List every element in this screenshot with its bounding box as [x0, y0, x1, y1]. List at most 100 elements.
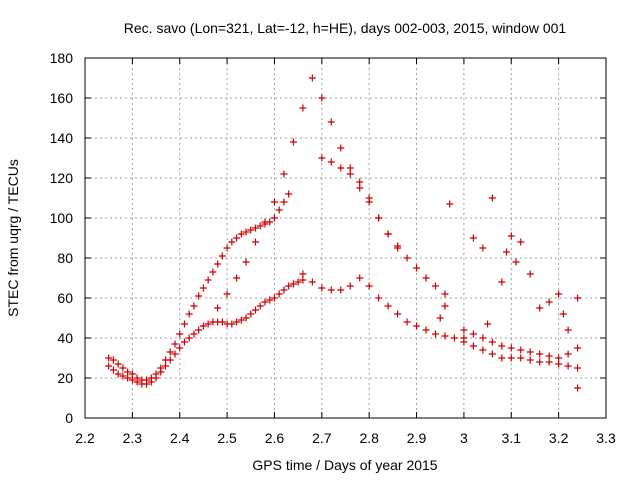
chart-title: Rec. savo (Lon=321, Lat=-12, h=HE), days…	[124, 20, 567, 36]
data-point	[171, 340, 179, 348]
data-point	[252, 238, 260, 246]
data-point	[526, 356, 534, 364]
data-point	[204, 320, 212, 328]
data-point	[574, 294, 582, 302]
data-point	[223, 244, 231, 252]
data-point	[185, 334, 193, 342]
data-point	[275, 290, 283, 298]
data-point	[517, 354, 525, 362]
data-points	[105, 74, 582, 392]
data-point	[488, 350, 496, 358]
data-point	[233, 274, 241, 282]
y-tick-label: 80	[57, 250, 73, 266]
data-point	[152, 370, 160, 378]
axis-ticks: 2.2 2.3 2.4 2.5 2.6 2.7 2.8 2.9 3 3.1 3.2 3.3 0 20 40 6…	[50, 50, 616, 446]
data-point	[403, 318, 411, 326]
data-point	[574, 384, 582, 392]
data-point	[384, 302, 392, 310]
data-point	[266, 296, 274, 304]
data-point	[280, 198, 288, 206]
data-point	[237, 316, 245, 324]
data-point	[422, 274, 430, 282]
data-point	[318, 94, 326, 102]
data-point	[517, 346, 525, 354]
data-point	[299, 276, 307, 284]
x-tick-label: 2.8	[359, 430, 379, 446]
data-point	[503, 248, 511, 256]
data-point	[555, 354, 563, 362]
y-tick-label: 140	[50, 130, 74, 146]
data-point	[223, 290, 231, 298]
data-point	[299, 270, 307, 278]
data-point	[190, 302, 198, 310]
data-point	[285, 282, 293, 290]
data-point	[105, 362, 113, 370]
data-point	[507, 354, 515, 362]
data-point	[441, 302, 449, 310]
data-point	[237, 230, 245, 238]
data-point	[507, 232, 515, 240]
data-point	[484, 320, 492, 328]
data-point	[337, 164, 345, 172]
y-tick-label: 60	[57, 290, 73, 306]
data-point	[394, 310, 402, 318]
x-tick-label: 2.9	[407, 430, 427, 446]
data-point	[488, 338, 496, 346]
data-point	[460, 326, 468, 334]
data-point	[270, 214, 278, 222]
data-point	[479, 346, 487, 354]
data-point	[157, 364, 165, 372]
series-6	[460, 338, 582, 372]
data-point	[147, 374, 155, 382]
data-point	[308, 74, 316, 82]
data-point	[536, 350, 544, 358]
data-point	[289, 138, 297, 146]
data-point	[365, 198, 373, 206]
data-point	[460, 338, 468, 346]
data-point	[479, 334, 487, 342]
data-point	[365, 282, 373, 290]
data-point	[498, 278, 506, 286]
data-point	[119, 364, 127, 372]
data-point	[270, 294, 278, 302]
data-point	[403, 254, 411, 262]
data-point	[294, 278, 302, 286]
data-point	[299, 104, 307, 112]
data-point	[218, 318, 226, 326]
data-point	[280, 286, 288, 294]
data-point	[422, 326, 430, 334]
data-point	[545, 298, 553, 306]
data-point	[375, 214, 383, 222]
data-point	[559, 310, 567, 318]
data-point	[346, 164, 354, 172]
data-point	[555, 360, 563, 368]
data-point	[209, 268, 217, 276]
series-5	[460, 326, 582, 362]
data-point	[190, 330, 198, 338]
x-tick-label: 2.3	[123, 430, 143, 446]
data-point	[375, 294, 383, 302]
data-point	[214, 260, 222, 268]
data-point	[498, 342, 506, 350]
data-point	[318, 154, 326, 162]
y-tick-label: 20	[57, 370, 73, 386]
data-point	[545, 358, 553, 366]
data-point	[289, 280, 297, 288]
data-point	[488, 194, 496, 202]
series-2	[214, 74, 402, 312]
data-point	[469, 330, 477, 338]
data-point	[195, 326, 203, 334]
data-point	[526, 270, 534, 278]
data-point	[450, 334, 458, 342]
data-point	[124, 368, 132, 376]
data-point	[431, 282, 439, 290]
y-tick-label: 160	[50, 90, 74, 106]
data-point	[346, 282, 354, 290]
x-tick-label: 3.1	[502, 430, 522, 446]
data-point	[564, 326, 572, 334]
data-point	[337, 286, 345, 294]
data-point	[356, 178, 364, 186]
x-tick-label: 2.4	[170, 430, 190, 446]
x-axis-label: GPS time / Days of year 2015	[252, 457, 437, 473]
